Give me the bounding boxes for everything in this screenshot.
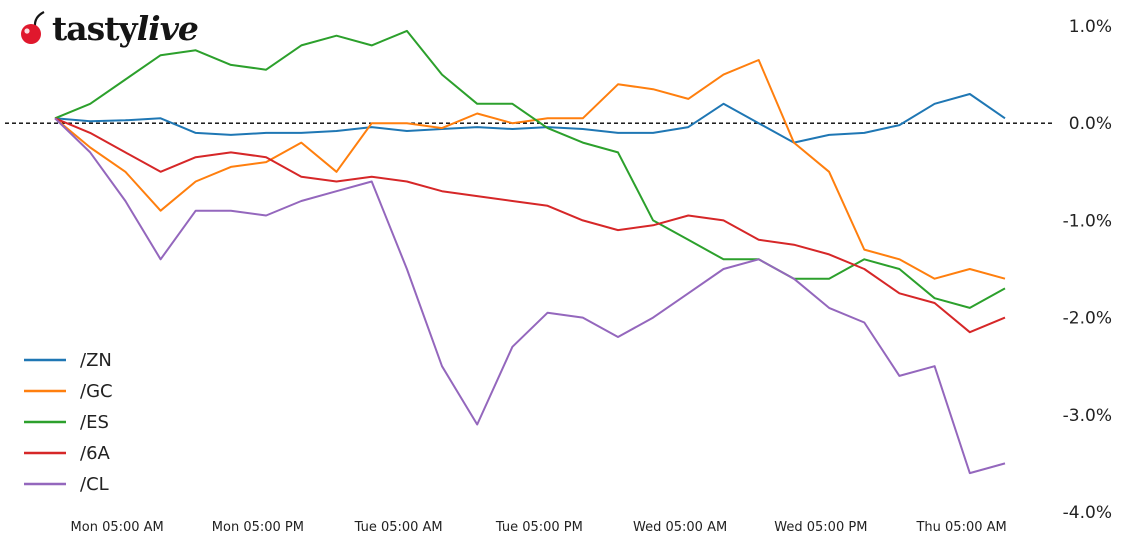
cherry-icon xyxy=(21,11,45,44)
series-line-cl xyxy=(54,117,1006,475)
legend-label: /ZN xyxy=(80,350,112,371)
x-tick-label: Wed 05:00 PM xyxy=(774,520,867,535)
x-tick-label: Tue 05:00 AM xyxy=(354,520,443,535)
series-line-zn xyxy=(54,93,1006,144)
logo-wordmark: tastylive xyxy=(52,8,199,48)
tastylive-logo: tastylive xyxy=(14,6,199,50)
series-line-es xyxy=(54,29,1006,309)
series-line-gc xyxy=(54,59,1006,280)
y-tick-label: -1.0% xyxy=(1063,211,1112,231)
y-tick-label: 0.0% xyxy=(1069,114,1112,134)
y-axis-tick-labels: 1.0% 0.0% -1.0% -2.0% -3.0% -4.0% xyxy=(1063,17,1112,523)
y-tick-label: -2.0% xyxy=(1063,309,1112,329)
x-tick-label: Wed 05:00 AM xyxy=(633,520,727,535)
x-tick-label: Tue 05:00 PM xyxy=(495,520,583,535)
x-tick-label: Mon 05:00 AM xyxy=(71,520,164,535)
x-tick-label: Thu 05:00 AM xyxy=(915,520,1006,535)
x-axis-tick-labels: Mon 05:00 AM Mon 05:00 PM Tue 05:00 AM Tue … xyxy=(71,520,1007,535)
y-tick-label: -3.0% xyxy=(1063,406,1112,426)
y-tick-label: 1.0% xyxy=(1069,17,1112,37)
x-tick-label: Mon 05:00 PM xyxy=(212,520,304,535)
series-layer xyxy=(54,29,1006,475)
series-line-6a xyxy=(54,117,1006,334)
logo-text-prefix: tasty xyxy=(52,8,138,48)
legend: /ZN/GC/ES/6A/CL xyxy=(24,350,113,495)
legend-label: /CL xyxy=(80,474,109,495)
legend-label: /6A xyxy=(80,443,111,464)
y-tick-label: -4.0% xyxy=(1063,503,1112,523)
legend-label: /ES xyxy=(80,412,109,433)
legend-label: /GC xyxy=(80,381,113,402)
logo-text-suffix: live xyxy=(136,8,199,48)
